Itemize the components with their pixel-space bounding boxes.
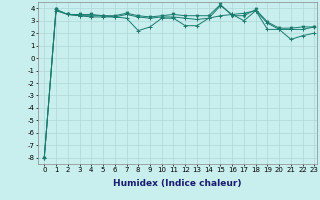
X-axis label: Humidex (Indice chaleur): Humidex (Indice chaleur): [113, 179, 242, 188]
